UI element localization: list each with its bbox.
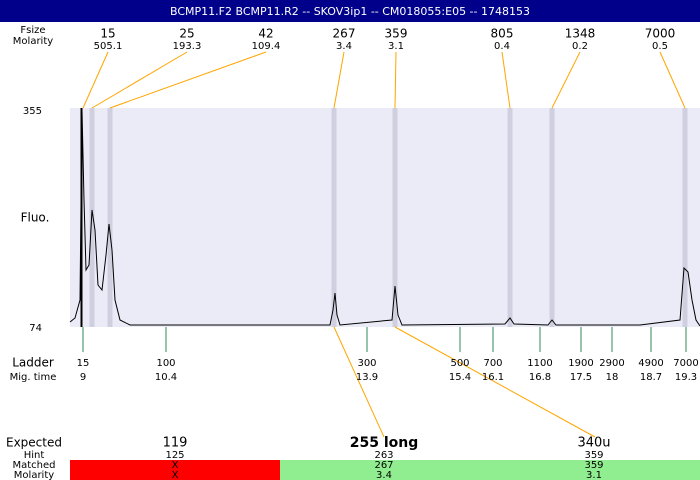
hint-value: 263 xyxy=(374,450,393,461)
peak-leader xyxy=(394,51,397,109)
peak-molarity: 505.1 xyxy=(94,41,123,52)
mig-time: 16.1 xyxy=(482,372,504,383)
peak-size: 7000 xyxy=(645,27,676,41)
mig-time: 18.7 xyxy=(640,372,662,383)
mig-time: 15.4 xyxy=(449,372,471,383)
peak-leader xyxy=(91,51,188,109)
ladder-size: 2900 xyxy=(599,358,624,369)
expected-value: 255 long xyxy=(350,435,419,451)
mig-time: 16.8 xyxy=(529,372,551,383)
ladder-size: 100 xyxy=(156,358,175,369)
matched-label: Matched xyxy=(12,460,55,471)
ladder-size: 7000 xyxy=(673,358,698,369)
unmatched-box xyxy=(70,460,280,480)
matched-value: 359 xyxy=(584,460,603,471)
mig-time: 17.5 xyxy=(570,372,592,383)
ladder-label: Ladder xyxy=(12,356,54,370)
peak-size: 15 xyxy=(100,27,115,41)
peak-molarity: 0.4 xyxy=(494,41,510,52)
match-line xyxy=(394,326,596,438)
trace xyxy=(69,109,700,327)
peak-size: 359 xyxy=(385,27,408,41)
y-min-label: 74 xyxy=(29,323,42,334)
peak-size: 25 xyxy=(179,27,194,41)
peak-molarity: 0.5 xyxy=(652,41,668,52)
peak-size: 267 xyxy=(333,27,356,41)
matched-box xyxy=(280,460,700,480)
hint-value: 359 xyxy=(584,450,603,461)
mig-time: 18 xyxy=(606,372,619,383)
peak-band xyxy=(682,108,688,327)
molarity-row-label: Molarity xyxy=(13,36,53,47)
peak-band xyxy=(507,108,513,327)
peak-molarity: 193.3 xyxy=(173,41,202,52)
header-bar xyxy=(0,0,700,22)
peak-molarity: 3.1 xyxy=(388,41,404,52)
peak-leader xyxy=(501,51,511,109)
peak-size: 1348 xyxy=(565,27,596,41)
peak-size: 805 xyxy=(491,27,514,41)
peak-leader xyxy=(109,51,267,109)
peak-band xyxy=(392,108,398,327)
plot-area xyxy=(70,108,700,327)
molarity-value: 3.4 xyxy=(376,470,392,480)
molarity-value: 3.1 xyxy=(586,470,602,480)
peak-band xyxy=(80,108,83,327)
peak-size: 42 xyxy=(258,27,273,41)
header-title: BCMP11.F2 BCMP11.R2 -- SKOV3ip1 -- CM018… xyxy=(170,5,530,18)
mig-time-label: Mig. time xyxy=(10,372,57,383)
molarity-label: Molarity xyxy=(14,470,54,480)
expected-label: Expected xyxy=(6,436,62,450)
mig-time: 10.4 xyxy=(155,372,177,383)
ladder-size: 300 xyxy=(357,358,376,369)
expected-value: 119 xyxy=(163,436,188,451)
hint-label: Hint xyxy=(24,450,45,461)
ladder-size: 1100 xyxy=(527,358,552,369)
peak-molarity: 109.4 xyxy=(252,41,281,52)
mig-time: 9 xyxy=(80,372,86,383)
peak-leader xyxy=(82,51,109,109)
ladder-size: 1900 xyxy=(568,358,593,369)
peak-leader xyxy=(333,51,345,109)
peak-leader xyxy=(551,51,581,109)
peak-band xyxy=(331,108,337,327)
peak-molarity: 3.4 xyxy=(336,41,352,52)
ladder-size: 15 xyxy=(77,358,90,369)
peak-band xyxy=(549,108,555,327)
y-max-label: 355 xyxy=(23,106,42,117)
size-row-label: Fsize xyxy=(20,25,45,36)
matched-value: X xyxy=(172,460,179,471)
molarity-value: X xyxy=(172,470,179,480)
mig-time: 13.9 xyxy=(356,372,378,383)
matched-value: 267 xyxy=(374,460,393,471)
ladder-size: 4900 xyxy=(638,358,663,369)
ladder-size: 700 xyxy=(483,358,502,369)
peak-band xyxy=(107,108,113,327)
match-line xyxy=(333,326,385,438)
peak-molarity: 0.2 xyxy=(572,41,588,52)
ladder-size: 500 xyxy=(450,358,469,369)
y-axis-label: Fluo. xyxy=(21,211,50,225)
peak-leader xyxy=(659,51,686,109)
hint-value: 125 xyxy=(165,450,184,461)
expected-value: 340u xyxy=(577,436,610,451)
mig-time: 19.3 xyxy=(675,372,697,383)
